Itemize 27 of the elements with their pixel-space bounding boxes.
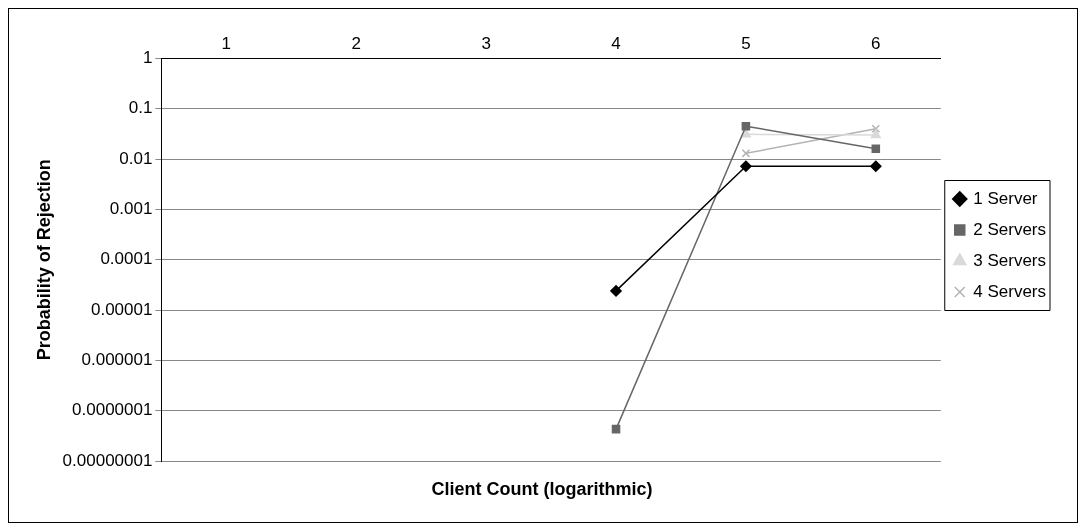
y-tick-label: 0.000001: [81, 350, 153, 370]
x-tick-label: 2: [351, 33, 361, 53]
point: [871, 144, 881, 154]
y-tick-label: 0.0001: [100, 249, 153, 269]
point: [740, 160, 752, 172]
y-axis-title: Probability of Rejection: [33, 159, 54, 361]
x-tick-label: 1: [221, 33, 232, 53]
y-tick-label: 0.1: [128, 98, 153, 118]
legend-label: 1 Server: [973, 188, 1038, 208]
legend-label: 3 Servers: [973, 250, 1046, 270]
y-tick-label: 1: [142, 48, 153, 68]
legend-label: 4 Servers: [973, 281, 1046, 301]
y-tick-label: 0.001: [109, 199, 153, 219]
x-tick-label: 4: [611, 33, 621, 53]
point: [611, 424, 621, 434]
x-tick-label: 6: [871, 33, 881, 53]
y-tick-label: 0.00001: [90, 299, 153, 319]
y-tick-label: 0.00000001: [62, 450, 153, 470]
x-tick-label: 5: [741, 33, 751, 53]
legend-label: 2 Servers: [973, 219, 1046, 239]
x-axis-title: Client Count (logarithmic): [430, 479, 654, 500]
x-tick-label: 3: [481, 33, 491, 53]
y-tick-label: 0.0000001: [72, 400, 153, 420]
point: [610, 285, 622, 297]
point: [870, 160, 882, 172]
point: [741, 149, 751, 158]
y-tick-label: 0.01: [119, 148, 153, 168]
